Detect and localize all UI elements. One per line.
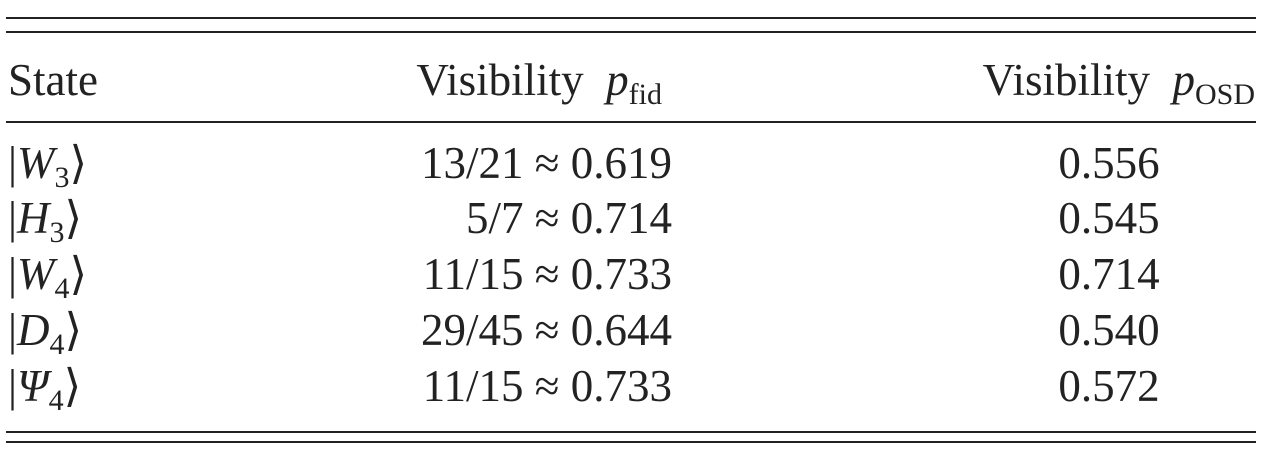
bottom-rule: [6, 441, 1256, 443]
fid-value: 13/21 ≈ 0.619: [421, 138, 672, 188]
ket-left: |: [8, 193, 18, 243]
header-text: Visibility: [982, 55, 1150, 105]
ket-right: ⟩: [63, 361, 82, 411]
top-rule: [6, 31, 1256, 33]
state-cell: |Ψ4⟩: [8, 361, 82, 416]
state-symbol: W: [17, 138, 55, 188]
ket-left: |: [8, 305, 18, 355]
fid-value: 11/15 ≈ 0.733: [422, 249, 672, 299]
osd-value: 0.545: [1058, 193, 1160, 243]
ket-left: |: [8, 249, 18, 299]
header-rule: [6, 121, 1256, 123]
header-cell: Visibility pOSD: [982, 55, 1255, 110]
state-symbol: Ψ: [17, 361, 49, 411]
ket-right: ⟩: [69, 249, 88, 299]
osd-value: 0.556: [1058, 138, 1160, 188]
state-symbol: W: [17, 249, 55, 299]
state-cell: |D4⟩: [8, 305, 83, 360]
bottom-rule: [6, 431, 1256, 433]
header-subscript: fid: [628, 78, 662, 111]
state-cell: |H3⟩: [8, 193, 83, 248]
osd-value: 0.540: [1058, 305, 1160, 355]
state-cell: |W4⟩: [8, 249, 88, 304]
osd-value: 0.572: [1058, 361, 1160, 411]
header-cell: Visibility pfid: [416, 55, 662, 110]
state-subscript: 4: [49, 328, 65, 361]
state-subscript: 3: [54, 161, 70, 194]
state-subscript: 4: [54, 272, 70, 305]
header-symbol: p: [606, 55, 629, 105]
osd-value: 0.714: [1058, 249, 1160, 299]
fid-value: 5/7 ≈ 0.714: [466, 193, 672, 243]
header-subscript: OSD: [1194, 78, 1255, 111]
state-subscript: 4: [48, 384, 64, 417]
header-cell: State: [8, 55, 98, 105]
state-symbol: H: [17, 193, 50, 243]
state-cell: |W3⟩: [8, 138, 88, 193]
fid-value: 29/45 ≈ 0.644: [421, 305, 672, 355]
header-symbol: p: [1172, 55, 1195, 105]
top-rule: [6, 17, 1256, 19]
ket-left: |: [8, 361, 18, 411]
state-symbol: D: [17, 305, 50, 355]
ket-right: ⟩: [64, 193, 83, 243]
header-text: Visibility: [416, 55, 584, 105]
ket-left: |: [8, 138, 18, 188]
fid-value: 11/15 ≈ 0.733: [422, 361, 672, 411]
ket-right: ⟩: [64, 305, 83, 355]
ket-right: ⟩: [69, 138, 88, 188]
state-subscript: 3: [49, 216, 65, 249]
